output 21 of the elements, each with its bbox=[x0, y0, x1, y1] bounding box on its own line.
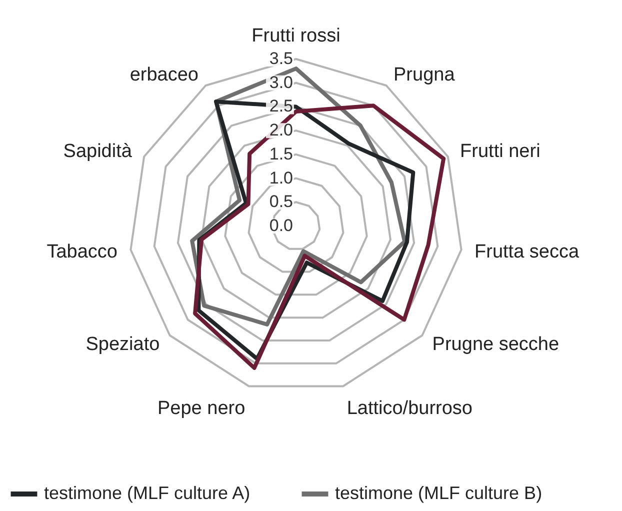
spoke-label: Frutta secca bbox=[474, 242, 580, 263]
y-tick-label: 3.0 bbox=[269, 72, 293, 92]
spoke-label: Prugne secche bbox=[432, 334, 560, 356]
spoke-label: Prugna bbox=[394, 64, 456, 86]
spoke-label: erbaceo bbox=[130, 64, 198, 86]
spoke-label: Frutti neri bbox=[460, 141, 540, 162]
spoke-label: Sapidità bbox=[63, 141, 132, 162]
y-tick-label: 2.0 bbox=[269, 120, 293, 140]
y-tick-label: 1.5 bbox=[269, 144, 293, 164]
y-tick-label: 3.5 bbox=[269, 49, 293, 68]
legend-label: testimone (MLF culture B) bbox=[335, 483, 542, 503]
spoke-label: Frutti rossi bbox=[252, 26, 340, 47]
spoke-label: Tabacco bbox=[46, 242, 118, 263]
y-tick-label: 0.5 bbox=[269, 192, 293, 212]
y-tick-label: 2.5 bbox=[269, 96, 293, 116]
legend-label: testimone (MLF culture A) bbox=[44, 483, 250, 503]
spoke-label: Pepe nero bbox=[158, 398, 246, 420]
y-tick-label: 1.0 bbox=[269, 168, 293, 188]
spoke-label: Lattico/burroso bbox=[346, 398, 472, 420]
y-tick-label: 0.0 bbox=[269, 216, 293, 235]
spoke-label: Speziato bbox=[86, 334, 160, 356]
